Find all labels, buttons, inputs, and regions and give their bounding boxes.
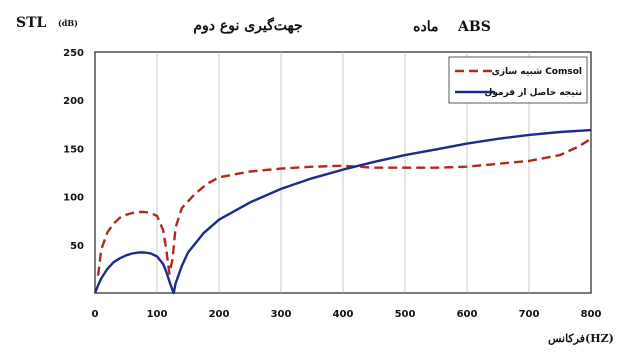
series-line-formula	[93, 128, 592, 295]
chart-subtitle: ماده ABS	[413, 19, 491, 35]
y-axis-unit: (dB)	[58, 18, 78, 28]
series-layer	[93, 128, 592, 295]
x-tick-label-400: 400	[333, 309, 354, 320]
y-tick-label-150: 150	[63, 144, 84, 155]
x-tick-label-0: 0	[92, 309, 99, 320]
x-tick-label-500: 500	[395, 309, 416, 320]
y-tick-labels: 50 100 150 200 250	[63, 48, 84, 252]
y-tick-label-50: 50	[70, 241, 84, 252]
x-tick-label-300: 300	[271, 309, 292, 320]
x-axis-title: فرکانس(HZ)	[548, 332, 614, 345]
series-line-simulation	[96, 137, 592, 276]
y-axis-title: STL	[16, 15, 47, 31]
legend: شبیه سازی Comsol نتیجه حاصل از فرمول	[448, 56, 588, 104]
legend-box	[448, 56, 588, 104]
legend-label-simulation: شبیه سازی Comsol	[492, 67, 582, 77]
x-tick-label-700: 700	[519, 309, 540, 320]
chart-title: جهت‌گیری نوع دوم	[193, 17, 302, 34]
x-tick-label-600: 600	[457, 309, 478, 320]
x-tick-label-100: 100	[147, 309, 168, 320]
grid-lines	[156, 52, 530, 293]
y-tick-label-200: 200	[63, 96, 84, 107]
legend-label-formula: نتیجه حاصل از فرمول	[485, 88, 582, 98]
y-tick-label-100: 100	[63, 193, 84, 204]
x-tick-label-200: 200	[209, 309, 230, 320]
x-tick-label-800: 800	[581, 309, 602, 320]
y-tick-label-250: 250	[63, 48, 84, 59]
x-tick-labels: 0 100 200 300 400 500 600 700 800	[92, 309, 602, 320]
